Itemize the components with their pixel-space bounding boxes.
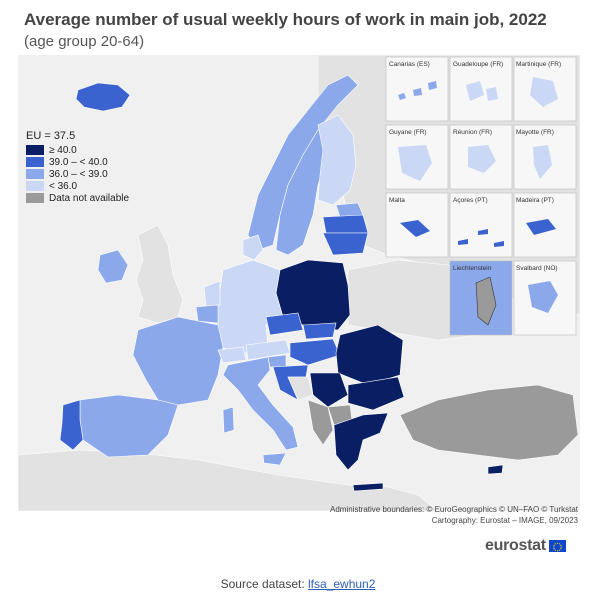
map-subtitle: (age group 20-64) bbox=[24, 33, 145, 50]
map-title: Average number of usual weekly hours of … bbox=[24, 10, 547, 29]
inset-label: Martinique (FR) bbox=[516, 61, 561, 68]
legend: EU = 37.5 ≥ 40.0 39.0 – < 40.0 36.0 – < … bbox=[26, 130, 129, 204]
inset-label: Liechtenstein bbox=[453, 265, 492, 272]
inset-label: Guadeloupe (FR) bbox=[453, 61, 503, 68]
legend-swatch bbox=[26, 169, 44, 179]
region-sardinia bbox=[222, 406, 235, 434]
region-turkey bbox=[399, 384, 579, 461]
inset-madeira: Madeira (PT) bbox=[513, 192, 577, 258]
map-credits: Administrative boundaries: © EuroGeograp… bbox=[330, 504, 578, 526]
region-hungary bbox=[289, 338, 341, 366]
inset-guyane: Guyane (FR) bbox=[385, 124, 449, 190]
source-dataset-link[interactable]: lfsa_ewhun2 bbox=[308, 577, 376, 591]
eurostat-logo: eurostat bbox=[485, 537, 566, 555]
non-eu-land-africa bbox=[18, 449, 439, 511]
region-spain bbox=[79, 394, 179, 458]
region-lithuania bbox=[322, 232, 369, 256]
region-iceland bbox=[75, 82, 131, 112]
legend-swatch bbox=[26, 157, 44, 167]
europe-map: Canarias (ES) Guadeloupe (FR) Martinique… bbox=[18, 55, 580, 511]
region-cyprus bbox=[487, 464, 504, 475]
region-slovenia bbox=[267, 354, 287, 368]
brand-text: eurostat bbox=[485, 537, 546, 554]
legend-swatch bbox=[26, 193, 44, 203]
legend-label: ≥ 40.0 bbox=[49, 144, 77, 156]
legend-label: 36.0 – < 39.0 bbox=[49, 168, 108, 180]
inset-malta: Malta bbox=[385, 192, 449, 258]
region-germany bbox=[215, 259, 284, 356]
region-czechia bbox=[265, 312, 304, 336]
source-prefix: Source dataset: bbox=[220, 577, 308, 591]
inset-label: Svalbard (NO) bbox=[516, 265, 558, 272]
credits-cartography: Cartography: Eurostat – IMAGE, 09/2023 bbox=[431, 516, 578, 525]
inset-mayotte: Mayotte (FR) bbox=[513, 124, 577, 190]
region-finland bbox=[317, 114, 357, 206]
legend-label: 39.0 – < 40.0 bbox=[49, 156, 108, 168]
region-romania bbox=[335, 324, 404, 386]
region-serbia bbox=[309, 372, 349, 408]
legend-swatch bbox=[26, 181, 44, 191]
legend-label: Data not available bbox=[49, 192, 130, 204]
inset-label: Madeira (PT) bbox=[516, 197, 554, 204]
legend-item: 36.0 – < 39.0 bbox=[26, 168, 129, 180]
region-denmark bbox=[242, 234, 264, 261]
inset-label: Guyane (FR) bbox=[389, 129, 427, 136]
inset-svalbard: Svalbard (NO) bbox=[513, 260, 577, 336]
region-switzerland bbox=[217, 346, 247, 364]
credits-boundaries: Administrative boundaries: © EuroGeograp… bbox=[329, 505, 578, 514]
inset-label: Mayotte (FR) bbox=[516, 129, 554, 136]
region-france bbox=[132, 316, 224, 406]
region-bulgaria bbox=[347, 376, 405, 411]
inset-liechtenstein: Liechtenstein bbox=[449, 260, 513, 336]
region-belgium bbox=[195, 304, 219, 324]
region-greece bbox=[333, 412, 389, 471]
legend-eu-average: EU = 37.5 bbox=[26, 130, 76, 142]
inset-acores: Açores (PT) bbox=[449, 192, 513, 258]
inset-panels: Canarias (ES) Guadeloupe (FR) Martinique… bbox=[385, 56, 577, 336]
inset-reunion: Réunion (FR) bbox=[449, 124, 513, 190]
region-norway bbox=[247, 74, 359, 251]
legend-item: ≥ 40.0 bbox=[26, 144, 129, 156]
legend-item: Data not available bbox=[26, 192, 129, 204]
legend-item: < 36.0 bbox=[26, 180, 129, 192]
eu-flag-icon bbox=[548, 540, 566, 552]
region-slovakia bbox=[302, 322, 337, 340]
inset-guadeloupe: Guadeloupe (FR) bbox=[449, 56, 513, 122]
legend-swatch bbox=[26, 145, 44, 155]
inset-label: Réunion (FR) bbox=[453, 129, 492, 136]
inset-label: Canarias (ES) bbox=[389, 61, 430, 68]
region-bosnia bbox=[287, 376, 314, 401]
region-montenegro-albania bbox=[307, 399, 334, 446]
inset-martinique: Martinique (FR) bbox=[513, 56, 577, 122]
region-portugal bbox=[59, 399, 84, 451]
region-latvia bbox=[322, 214, 369, 234]
legend-label: < 36.0 bbox=[49, 180, 78, 192]
inset-canarias: Canarias (ES) bbox=[385, 56, 449, 122]
legend-item: 39.0 – < 40.0 bbox=[26, 156, 129, 168]
region-ireland bbox=[97, 249, 129, 284]
region-crete bbox=[352, 482, 384, 492]
region-italy bbox=[222, 356, 299, 451]
inset-label: Açores (PT) bbox=[453, 197, 488, 204]
region-estonia bbox=[335, 202, 364, 218]
region-sicily bbox=[262, 452, 287, 466]
map-area: Canarias (ES) Guadeloupe (FR) Martinique… bbox=[18, 55, 580, 511]
source-line: Source dataset: lfsa_ewhun2 bbox=[0, 577, 596, 591]
inset-label: Malta bbox=[389, 197, 405, 204]
non-eu-land-uk bbox=[135, 224, 184, 324]
region-netherlands bbox=[203, 280, 221, 308]
